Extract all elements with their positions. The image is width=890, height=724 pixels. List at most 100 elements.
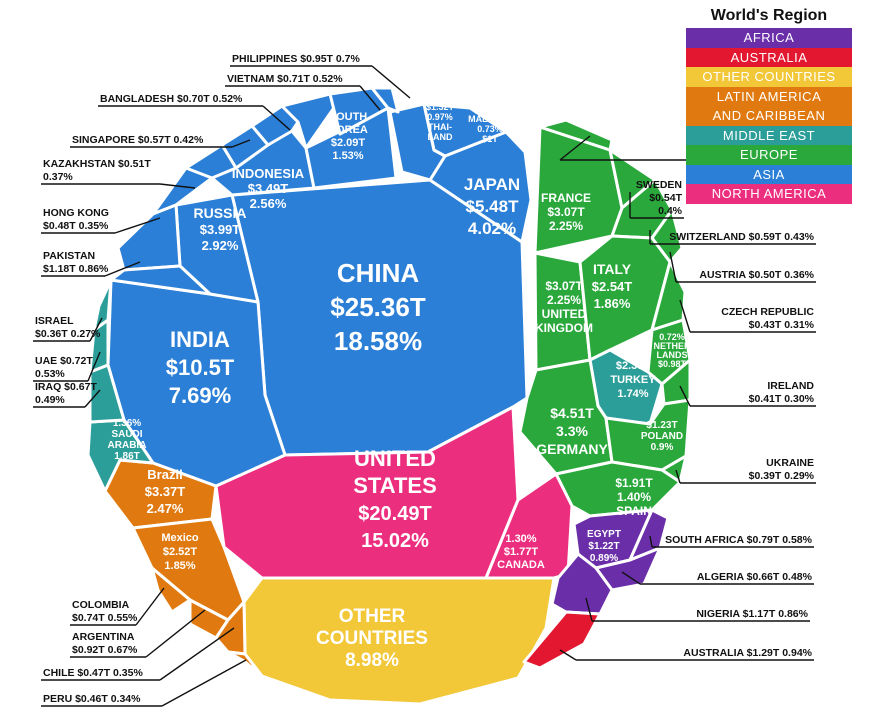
label-egypt-2: $1.22T	[588, 541, 619, 552]
ext-label-czech-2: $0.43T 0.31%	[749, 319, 815, 331]
leader-line-czech	[679, 299, 691, 333]
label-indonesia-3: 2.56%	[250, 196, 287, 211]
legend-item-australia: AUSTRALIA	[686, 47, 852, 67]
label-indonesia-2: $3.49T	[248, 181, 289, 196]
cell-israel-c	[92, 278, 113, 332]
legend-item-latin-america-and-caribbean: LATIN AMERICA AND CARIBBEAN	[686, 86, 852, 126]
label-canada-3: CANADA	[497, 559, 545, 571]
legend-title: World's Region	[710, 7, 828, 24]
label-germany-3: GERMANY	[536, 441, 608, 457]
label-spain-3: SPAIN	[616, 504, 652, 518]
ext-label-ukraine-1: UKRAINE	[766, 457, 814, 469]
label-brazil-3: 2.47%	[147, 501, 184, 516]
label-other-2: COUNTRIES	[316, 628, 428, 649]
label-poland-2: POLAND	[641, 431, 683, 442]
label-russia-2: $3.99T	[200, 222, 241, 237]
ext-label-algeria-1: ALGERIA $0.66T 0.48%	[697, 571, 813, 583]
label-turkey-2: TURKEY	[610, 374, 656, 386]
cells	[86, 86, 692, 706]
legend-item-africa: AFRICA	[686, 28, 852, 48]
leader-line-australia	[559, 649, 577, 661]
label-malaysia-1: MALASYA	[468, 114, 512, 124]
leader-line-philippines	[371, 65, 411, 99]
label-thailand-3: THAI-	[428, 122, 452, 132]
cell-spain	[554, 460, 682, 518]
label-india-3: 7.69%	[169, 383, 231, 408]
label-netherlands-2: NETHER	[653, 341, 691, 351]
leader-line-uae	[87, 351, 101, 382]
ext-label-philippines-1: PHILIPPINES $0.95T 0.7%	[232, 53, 360, 65]
ext-label-uae-1: UAE $0.72T	[35, 355, 93, 367]
ext-label-nigeria-1: NIGERIA $1.17T 0.86%	[696, 608, 808, 620]
label-italy-1: ITALY	[593, 261, 632, 277]
ext-label-kazakhstan-1: KAZAKHSTAN $0.51T	[43, 158, 151, 170]
label-uk-3: UNITED	[542, 307, 587, 321]
ext-label-colombia-1: COLOMBIA	[72, 599, 130, 611]
label-italy-2: $2.54T	[592, 279, 633, 294]
legend-item-other-countries: OTHER COUNTRIES	[686, 67, 852, 87]
leader-line-vietnam	[359, 85, 381, 111]
label-usa-1: UNITED	[354, 446, 436, 471]
label-france-1: FRANCE	[541, 191, 591, 205]
label-japan-3: 4.02%	[468, 219, 516, 238]
label-china-1: CHINA	[337, 258, 420, 288]
cell-australia-c	[522, 610, 602, 670]
label-turkey-3: 1.74%	[617, 388, 648, 400]
label-france-3: 2.25%	[549, 219, 583, 233]
leader-line-peru	[161, 659, 247, 707]
leader-line-pakistan	[104, 261, 141, 277]
label-indonesia-1: INDONESIA	[232, 166, 305, 181]
leader-line-austria	[669, 251, 677, 283]
label-japan-1: JAPAN	[464, 175, 520, 194]
ext-label-singapore-1: SINGAPORE $0.57T 0.42%	[72, 134, 204, 146]
leader-line-israel	[89, 317, 103, 342]
label-netherlands-1: 0.72%	[659, 332, 685, 342]
label-spain-1: $1.91T	[615, 476, 653, 490]
label-mexico-1: Mexico	[161, 532, 199, 544]
label-south-korea-2: KOREA	[328, 124, 368, 136]
ext-label-chile-1: CHILE $0.47T 0.35%	[43, 667, 143, 679]
label-other-3: 8.98%	[345, 650, 399, 671]
legend: World's Region AFRICA AUSTRALIA OTHER COUN…	[686, 4, 852, 204]
label-mexico-3: 1.85%	[164, 560, 195, 572]
cell-vietnam-c	[280, 92, 340, 150]
label-south-korea-3: $2.09T	[331, 137, 366, 149]
external-labels: PHILIPPINES $0.95T 0.7% VIETNAM $0.71T 0.…	[33, 53, 816, 707]
label-spain-2: 1.40%	[617, 490, 651, 504]
cell-pakistan2	[109, 264, 212, 296]
ext-label-australia-1: AUSTRALIA $1.29T 0.94%	[683, 647, 812, 659]
label-thailand-4: LAND	[428, 132, 453, 142]
leader-line-colombia	[135, 587, 165, 626]
legend-item-asia: ASIA	[686, 164, 852, 184]
label-poland-1: $1.23T	[646, 420, 677, 431]
legend-item-europe: EUROPE	[686, 145, 852, 165]
ext-label-ukraine-2: $0.39T 0.29%	[749, 470, 815, 482]
ext-label-kazakhstan-2: 0.37%	[43, 171, 73, 183]
leader-line-belgium	[559, 135, 591, 161]
ext-label-israel-1: ISRAEL	[35, 315, 74, 327]
ext-label-czech-1: CZECH REPUBLIC	[721, 306, 814, 318]
label-canada-1: 1.30%	[505, 533, 536, 545]
label-canada-2: $1.77T	[504, 546, 539, 558]
label-egypt-3: 0.89%	[590, 553, 618, 564]
ext-label-uae-2: 0.53%	[35, 368, 65, 380]
label-france-2: $3.07T	[547, 205, 585, 219]
ext-label-vietnam-1: VIETNAM $0.71T 0.52%	[227, 73, 343, 85]
label-russia-1: RUSSIA	[194, 205, 247, 221]
ext-label-sweden-3: 0.4%	[658, 205, 683, 217]
leader-line-singapore	[231, 139, 251, 148]
label-uk-1: $3.07T	[545, 279, 583, 293]
legend-item-north-america: NORTH AMERICA	[686, 184, 852, 204]
ext-label-argentina-1: ARGENTINA	[72, 631, 135, 643]
label-netherlands-3: LANDS	[657, 350, 688, 360]
ext-label-pakistan-1: PAKISTAN	[43, 250, 95, 262]
ext-label-sweden-2: $0.54T	[649, 192, 682, 204]
label-saudi-1: 1.36%	[113, 418, 141, 429]
ext-label-colombia-2: $0.74T 0.55%	[72, 612, 138, 624]
ext-label-israel-2: $0.36T 0.27%	[35, 328, 101, 340]
cell-belgium	[538, 118, 614, 152]
label-russia-3: 2.92%	[202, 238, 239, 253]
leader-line-nigeria	[585, 597, 593, 622]
label-uk-2: 2.25%	[547, 293, 581, 307]
